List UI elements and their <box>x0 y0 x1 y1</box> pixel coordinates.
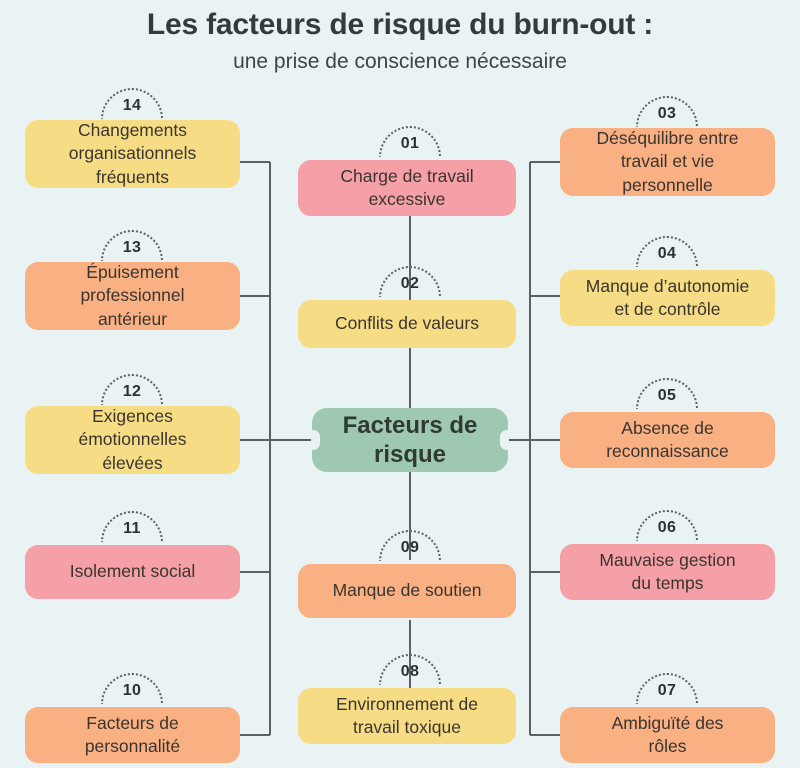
node-05-label: Absence de reconnaissance <box>606 417 729 461</box>
badge-03: 03 <box>636 96 698 130</box>
badge-08: 08 <box>379 654 441 688</box>
badge-01: 01 <box>379 126 441 160</box>
node-12-label: Exigences émotionnelles élevées <box>78 406 187 473</box>
node-08[interactable]: Environnement de travail toxique <box>298 688 516 744</box>
node-08-label: Environnement de travail toxique <box>335 693 479 737</box>
node-07[interactable]: Ambiguïté des rôles <box>560 707 775 763</box>
node-13[interactable]: Épuisement professionnel antérieur <box>25 262 240 330</box>
node-10-label: Facteurs de personnalité <box>84 712 181 756</box>
header: Les facteurs de risque du burn-out : une… <box>0 0 800 74</box>
node-11-label: Isolement social <box>69 561 196 582</box>
node-04-label: Manque d’autonomie et de contrôle <box>585 275 750 319</box>
badge-09: 09 <box>379 530 441 564</box>
badge-06: 06 <box>636 510 698 544</box>
node-05[interactable]: Absence de reconnaissance <box>560 412 775 468</box>
badge-06-number: 06 <box>657 519 677 536</box>
node-14-label: Changements organisationnels fréquents <box>68 120 197 187</box>
badge-13-number: 13 <box>122 239 142 256</box>
node-07-label: Ambiguïté des rôles <box>611 712 724 756</box>
node-06-label: Mauvaise gestion du temps <box>599 549 736 593</box>
central-hub[interactable]: Facteurs de risque <box>311 408 509 472</box>
node-03-label: Déséquilibre entre travail et vie person… <box>596 128 739 195</box>
node-11[interactable]: Isolement social <box>25 545 240 599</box>
node-09-label: Manque de soutien <box>332 580 482 601</box>
hub-notch-right <box>500 430 509 450</box>
badge-09-number: 09 <box>400 539 420 556</box>
badge-02-number: 02 <box>400 275 420 292</box>
page-title: Les facteurs de risque du burn-out : <box>146 8 654 41</box>
central-hub-label: Facteurs de risque <box>342 411 478 468</box>
badge-03-number: 03 <box>657 105 677 122</box>
badge-08-number: 08 <box>400 663 420 680</box>
node-13-label: Épuisement professionnel antérieur <box>80 262 185 329</box>
badge-10-number: 10 <box>122 682 142 699</box>
badge-14-number: 14 <box>122 97 142 114</box>
badge-05-number: 05 <box>657 387 677 404</box>
badge-14: 14 <box>101 88 163 122</box>
badge-07: 07 <box>636 673 698 707</box>
badge-04-number: 04 <box>657 245 677 262</box>
node-01-label: Charge de travail excessive <box>340 165 474 209</box>
badge-01-number: 01 <box>400 135 420 152</box>
node-02-label: Conflits de valeurs <box>335 313 479 334</box>
node-03[interactable]: Déséquilibre entre travail et vie person… <box>560 128 775 196</box>
node-01[interactable]: Charge de travail excessive <box>298 160 516 216</box>
node-04[interactable]: Manque d’autonomie et de contrôle <box>560 270 775 326</box>
badge-11: 11 <box>101 511 163 545</box>
badge-05: 05 <box>636 378 698 412</box>
node-06[interactable]: Mauvaise gestion du temps <box>560 544 775 600</box>
badge-12-number: 12 <box>122 383 142 400</box>
node-12[interactable]: Exigences émotionnelles élevées <box>25 406 240 474</box>
page-subtitle: une prise de conscience nécessaire <box>233 50 567 73</box>
badge-04: 04 <box>636 236 698 270</box>
node-09[interactable]: Manque de soutien <box>298 564 516 618</box>
badge-13: 13 <box>101 230 163 264</box>
badge-07-number: 07 <box>657 682 677 699</box>
badge-12: 12 <box>101 374 163 408</box>
badge-02: 02 <box>379 266 441 300</box>
node-10[interactable]: Facteurs de personnalité <box>25 707 240 763</box>
hub-notch-left <box>311 430 320 450</box>
node-14[interactable]: Changements organisationnels fréquents <box>25 120 240 188</box>
node-02[interactable]: Conflits de valeurs <box>298 300 516 348</box>
badge-10: 10 <box>101 673 163 707</box>
badge-11-number: 11 <box>123 520 141 537</box>
